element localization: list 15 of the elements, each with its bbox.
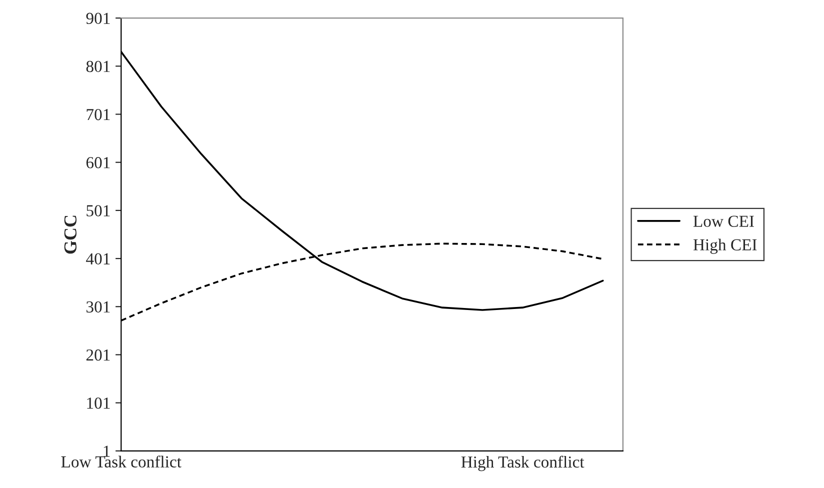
y-tick-label: 601 [86,157,110,168]
y-tick-label: 101 [87,398,110,409]
legend-label: Low CEI [693,216,754,227]
y-tick-label: 901 [86,12,110,24]
x-tick-label: High Task conflict [461,456,584,472]
y-tick-label: 701 [86,108,110,120]
y-tick-label: 501 [86,205,110,216]
y-tick-label: 1 [104,446,110,457]
y-tick-label: 801 [86,60,110,72]
legend-label: High CEI [693,238,757,254]
y-tick-label: 301 [86,301,110,313]
x-tick-label: Low Task conflict [61,456,182,468]
y-tick-label: 201 [86,349,110,361]
y-axis-title: GCC [64,216,76,254]
y-tick-label: 401 [86,253,110,264]
